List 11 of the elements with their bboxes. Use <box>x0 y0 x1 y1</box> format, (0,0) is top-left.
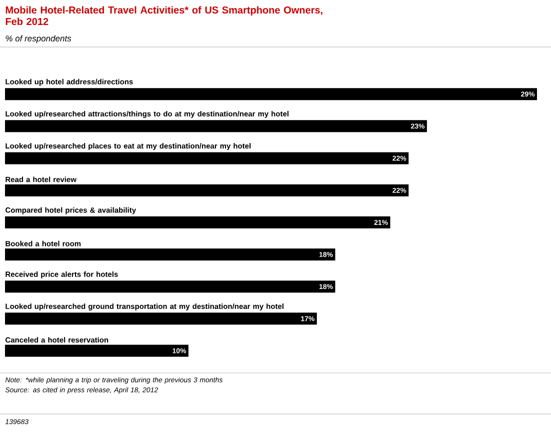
bar <box>5 152 409 164</box>
bar <box>5 280 336 293</box>
bar <box>5 344 188 357</box>
bar <box>5 88 537 100</box>
chart-title: Mobile Hotel-Related Travel Activities* of US Smartphone Owners, Feb 2012 <box>6 6 322 26</box>
bar <box>5 312 317 325</box>
chart-subtitle: % of respondents <box>6 35 72 44</box>
bar <box>5 248 336 261</box>
bar <box>5 216 390 228</box>
bar <box>5 184 409 196</box>
bar <box>5 120 427 132</box>
